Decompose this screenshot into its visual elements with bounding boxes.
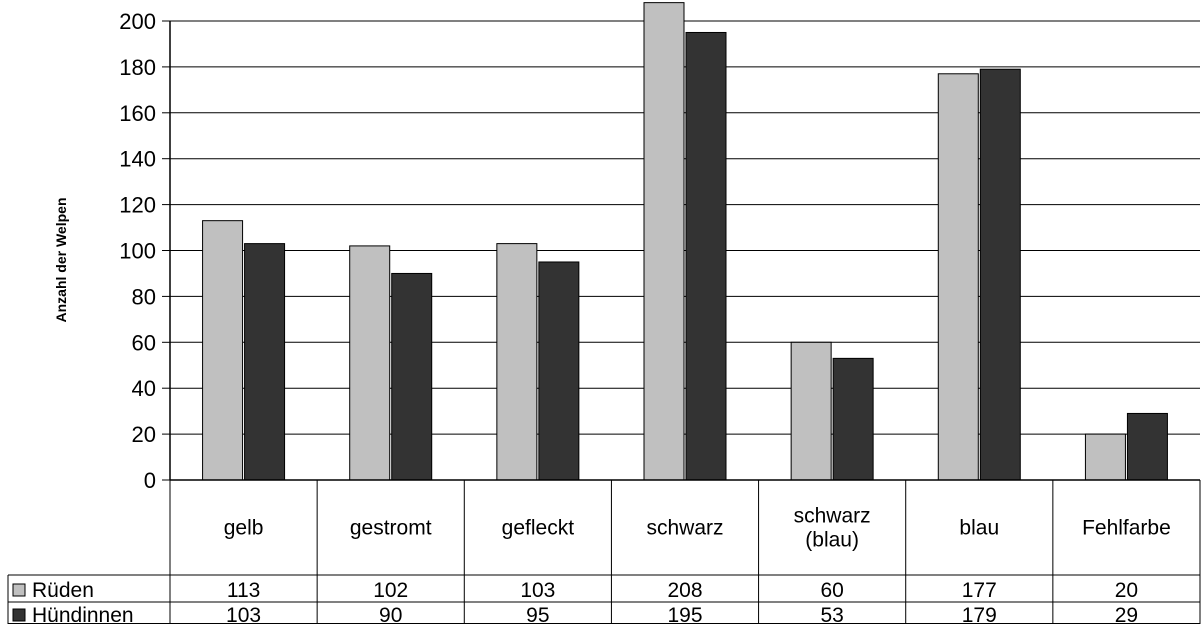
category-label: (blau) [805,529,859,552]
category-label: Fehlfarbe [1082,517,1171,540]
y-axis-label: Anzahl der Welpen [53,198,69,323]
legend-label: Rüden [32,579,94,602]
gridlines [170,20,1200,435]
y-tick-label: 0 [144,468,156,493]
data-table: gelb gestromt gefleckt schwarzschwarz(blau)… [7,479,1201,624]
table-value: 20 [1115,579,1138,602]
bar-huendinnen [832,357,874,481]
category-label: schwarz [794,505,871,528]
category-label: gelb [224,517,264,540]
category-label: gefleckt [502,517,575,540]
bar-rueden [790,341,832,481]
table-value: 102 [373,579,408,602]
legend-swatch-icon [12,608,26,622]
y-tick-label: 120 [119,193,156,218]
y-tick-label: 160 [119,101,156,126]
bar-huendinnen [391,272,433,481]
y-tick-label: 60 [132,330,156,355]
bar-rueden [643,2,685,481]
table-value: 103 [520,579,555,602]
table-value: 208 [667,579,702,602]
table-value: 60 [820,579,843,602]
bar-huendinnen [1126,412,1168,481]
table-value: 53 [820,604,843,624]
table-value: 113 [227,579,260,602]
bar-rueden [349,245,391,481]
table-value: 95 [526,604,549,624]
bar-huendinnen [979,68,1021,481]
y-tick-label: 180 [119,55,156,80]
y-tick-label: 80 [132,284,156,309]
table-value: 90 [379,604,402,624]
y-tick-label: 200 [119,9,156,34]
legend-swatch-icon [12,583,26,597]
bars [202,2,1168,481]
y-tick-label: 100 [119,239,156,264]
y-tick-label: 40 [132,376,156,401]
bar-huendinnen [685,31,727,481]
bar-rueden [1084,433,1126,481]
y-axis: 0 20 40 60 80 100 120 140 160 180 200 [119,9,171,493]
category-label: schwarz [646,517,723,540]
category-label: blau [959,517,999,540]
bar-rueden [937,73,979,481]
table-value: 179 [962,604,997,624]
y-tick-label: 140 [119,147,156,172]
table-value: 103 [226,604,261,624]
table-value: 195 [667,604,702,624]
bar-rueden [496,243,538,481]
bar-huendinnen [244,243,286,481]
table-value: 29 [1115,604,1138,624]
legend-label: Hündinnen [32,604,134,624]
bar-huendinnen [538,261,580,481]
y-tick-label: 20 [132,422,156,447]
table-value: 177 [962,579,997,602]
category-label: gestromt [350,517,432,540]
bar-rueden [202,220,244,481]
